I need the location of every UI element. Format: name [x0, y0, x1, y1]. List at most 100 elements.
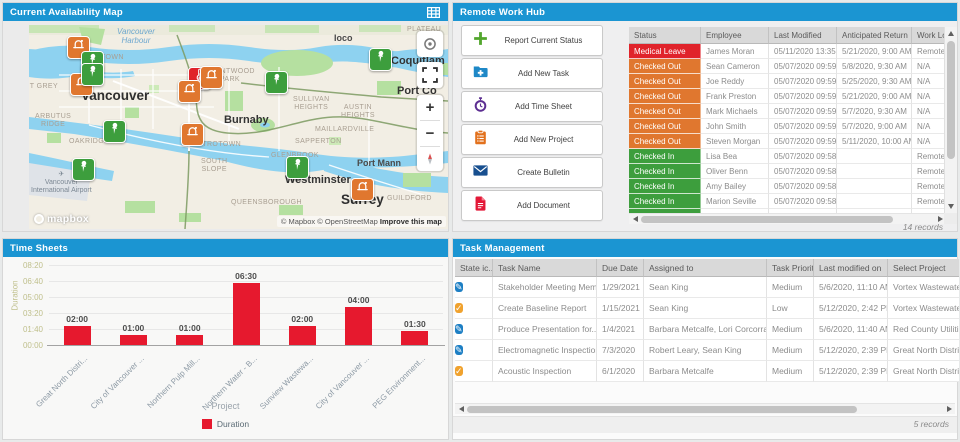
time-sheets-header: Time Sheets: [3, 239, 448, 257]
zoom-in-button[interactable]: +: [425, 99, 435, 116]
table-row[interactable]: Checked Out Sean Cameron 05/07/2020 09:59 5…: [629, 59, 946, 74]
bar[interactable]: [232, 282, 260, 345]
table-row[interactable]: Checked Out Mark Michaels 05/07/2020 09:59…: [629, 104, 946, 119]
task-name-cell: Produce Presentation for...: [493, 319, 597, 340]
table-row[interactable]: Checked Out John Smith 05/07/2020 09:59 5/7…: [629, 119, 946, 134]
checked-in-marker[interactable]: [102, 119, 126, 143]
fullscreen-button[interactable]: [417, 62, 443, 88]
add-new-project-button[interactable]: Add New Project: [461, 124, 603, 155]
checked-out-marker[interactable]: [199, 65, 223, 89]
column-header[interactable]: State ic...: [455, 259, 493, 277]
anticipated-return-cell: 5/21/2020, 9:00 AM: [837, 89, 912, 104]
stopwatch-icon: [462, 96, 489, 118]
divider: [420, 146, 440, 147]
column-header[interactable]: Last Modified: [769, 27, 837, 44]
scroll-right-icon[interactable]: [944, 404, 954, 414]
table-row[interactable]: Checked Out Joe Reddy 05/07/2020 09:59 5/25…: [629, 74, 946, 89]
horizontal-scrollbar[interactable]: [455, 403, 955, 414]
work-location-cell: Remote: [912, 179, 946, 194]
column-header[interactable]: Status: [629, 27, 701, 44]
status-cell: Checked Out: [629, 104, 701, 119]
scroll-right-icon[interactable]: [935, 214, 945, 224]
report-current-status-button[interactable]: Report Current Status: [461, 25, 603, 56]
attribution-osm[interactable]: © OpenStreetMap: [317, 217, 378, 226]
attribution-mapbox[interactable]: © Mapbox: [280, 217, 316, 226]
bar[interactable]: [119, 335, 147, 345]
vertical-scrollbar[interactable]: [944, 27, 957, 213]
checked-out-icon: [204, 67, 219, 87]
checked-out-marker[interactable]: [177, 79, 201, 103]
project-cell: Great North District: [888, 361, 959, 382]
time-sheets-panel: Time Sheets Duration Project Duration 00…: [2, 238, 449, 440]
improve-map-link[interactable]: Improve this map: [379, 217, 442, 226]
column-header[interactable]: Last modified on: [814, 259, 888, 277]
bar[interactable]: [401, 330, 429, 345]
project-cell: Red County Utilities: [888, 319, 959, 340]
chart-legend[interactable]: Duration: [3, 419, 448, 429]
table-row[interactable]: Checked In Oliver Benn 05/07/2020 09:58 Rem…: [629, 164, 946, 179]
last-modified-cell: 5/6/2020, 11:10 AM: [814, 277, 888, 298]
bar[interactable]: [176, 335, 204, 345]
column-header[interactable]: Work Location: [912, 27, 946, 44]
table-row[interactable]: Checked Out Steven Morgan 05/07/2020 09:59…: [629, 134, 946, 149]
table-row[interactable]: ✎ Electromagnetic Inspection 7/3/2020 Rober…: [455, 340, 959, 361]
column-header[interactable]: Assigned to: [644, 259, 767, 277]
zoom-out-button[interactable]: −: [425, 125, 435, 142]
checked-out-marker[interactable]: [180, 122, 204, 146]
folder-plus-icon: [462, 63, 489, 85]
column-header[interactable]: Select Project: [888, 259, 959, 277]
scroll-left-icon[interactable]: [456, 404, 466, 414]
scroll-up-icon[interactable]: [945, 28, 957, 39]
create-bulletin-button[interactable]: Create Bulletin: [461, 157, 603, 188]
add-document-button[interactable]: Add Document: [461, 190, 603, 221]
add-time-sheet-button[interactable]: Add Time Sheet: [461, 91, 603, 122]
table-row[interactable]: ✎ Produce Presentation for... 1/4/2021 Barb…: [455, 319, 959, 340]
add-new-task-button[interactable]: Add New Task: [461, 58, 603, 89]
table-row[interactable]: Checked In Amy Bailey 05/07/2020 09:58 Remo…: [629, 179, 946, 194]
table-row[interactable]: Medical Leave James Moran 05/11/2020 13:35…: [629, 44, 946, 59]
bar[interactable]: [63, 325, 91, 345]
grid-icon[interactable]: [427, 6, 441, 18]
column-header[interactable]: Employee: [701, 27, 769, 44]
anticipated-return-cell: 5/8/2020, 9:30 AM: [837, 59, 912, 74]
table-row[interactable]: ✓ Create Baseline Report 1/15/2021 Sean Kin…: [455, 298, 959, 319]
geolocate-button[interactable]: [417, 31, 443, 57]
table-row[interactable]: Checked In Lisa Bea 05/07/2020 09:58 Remote: [629, 149, 946, 164]
project-cell: Vortex Wastewater: [888, 298, 959, 319]
table-row[interactable]: ✎ Stakeholder Meeting Memo 1/29/2021 Sean K…: [455, 277, 959, 298]
scroll-left-icon[interactable]: [630, 214, 640, 224]
table-row[interactable]: ✓ Acoustic Inspection 6/1/2020 Barbara Metc…: [455, 361, 959, 382]
map-canvas[interactable]: VancouverBurnabyWestminsterSurreyCoquitl…: [29, 25, 448, 229]
anticipated-return-cell: [837, 209, 912, 213]
table-row[interactable]: Checked In Marion Seville 05/07/2020 09:58…: [629, 194, 946, 209]
bar[interactable]: [288, 325, 316, 345]
compass-button[interactable]: [417, 147, 443, 171]
work-location-cell: Remote: [912, 149, 946, 164]
status-cell: Checked In: [629, 209, 701, 213]
status-cell: Checked In: [629, 164, 701, 179]
status-cell: Checked Out: [629, 89, 701, 104]
checked-in-marker[interactable]: [368, 47, 392, 71]
checked-in-marker[interactable]: [80, 62, 104, 86]
column-header[interactable]: Due Date: [597, 259, 644, 277]
horizontal-scrollbar[interactable]: [629, 213, 946, 224]
column-header[interactable]: Task Priority: [767, 259, 814, 277]
last-modified-cell: 05/07/2020 09:59: [769, 134, 837, 149]
table-row[interactable]: Checked In: [629, 209, 946, 213]
checked-in-marker[interactable]: [285, 155, 309, 179]
scroll-down-icon[interactable]: [945, 201, 957, 212]
scrollbar-thumb[interactable]: [467, 406, 857, 413]
assigned-to-cell: Robert Leary, Sean King: [644, 340, 767, 361]
checked-out-marker[interactable]: [350, 177, 374, 201]
mapbox-logo[interactable]: mapbox: [34, 213, 89, 225]
checked-in-marker[interactable]: [264, 70, 288, 94]
y-tick-label: 03:20: [22, 308, 43, 318]
column-header[interactable]: Task Name: [493, 259, 597, 277]
column-header[interactable]: Anticipated Return: [837, 27, 912, 44]
scrollbar-thumb[interactable]: [641, 216, 893, 223]
checked-in-marker[interactable]: [71, 157, 95, 181]
table-row[interactable]: Checked Out Frank Preston 05/07/2020 09:59…: [629, 89, 946, 104]
x-axis-line: [47, 345, 445, 346]
scrollbar-thumb[interactable]: [947, 41, 955, 159]
bar[interactable]: [345, 306, 373, 345]
